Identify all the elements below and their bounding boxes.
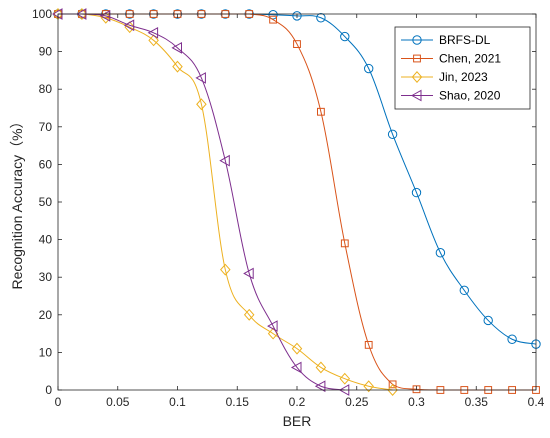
data-point [124,21,135,34]
legend-item: Shao, 2020 [401,89,501,103]
y-tick-label: 10 [39,345,53,359]
legend-label: BRFS-DL [439,33,491,47]
data-point [220,263,231,276]
y-tick-label: 0 [45,383,52,397]
y-tick-label: 60 [39,157,53,171]
data-point [293,40,301,48]
data-point [147,26,159,39]
data-point [100,11,112,24]
data-point [364,340,373,349]
data-point [317,107,325,116]
data-point [388,380,397,389]
data-point [459,285,469,296]
legend-item: BRFS-DL [401,33,491,47]
data-point [219,154,230,167]
x-axis-title: BER [283,413,312,429]
legend-marker [411,71,423,83]
data-point [290,361,302,374]
data-point [243,267,254,280]
data-point [316,13,326,23]
y-tick-label: 50 [39,195,53,209]
data-point [339,372,351,385]
x-tick-label: 0 [55,395,62,409]
y-tick-label: 20 [39,308,53,322]
y-tick-label: 30 [39,270,53,284]
data-point [364,63,374,74]
series-shao-2020 [51,8,350,396]
data-point [412,385,421,394]
data-point [315,361,327,374]
legend-marker [410,89,422,102]
data-point [340,239,349,248]
data-point [172,60,183,73]
x-tick-label: 0.05 [106,395,130,409]
data-point [363,380,374,393]
data-point [243,308,255,321]
legend-item: Chen, 2021 [401,52,501,66]
data-point [148,34,159,47]
data-point [314,380,326,393]
x-tick-label: 0.2 [289,395,306,409]
legend-marker [412,35,422,45]
legend-marker [413,54,421,63]
data-point [269,15,278,24]
data-point [171,41,182,54]
y-tick-label: 100 [32,7,52,21]
y-tick-label: 90 [39,45,53,59]
x-tick-label: 0.15 [226,395,250,409]
series-line [58,13,345,391]
data-point [507,334,517,344]
data-point [340,31,350,42]
x-tick-label: 0.25 [345,395,369,409]
data-point [123,19,135,32]
series-jin-2023 [52,8,398,396]
data-point [292,11,302,21]
data-point [267,320,278,332]
legend-label: Jin, 2023 [439,70,488,84]
series-line [58,13,393,391]
y-tick-label: 40 [39,233,53,247]
data-point [387,384,398,396]
data-point [387,129,398,140]
data-point [435,248,446,258]
data-point [268,10,278,20]
y-tick-label: 80 [39,82,53,96]
data-point [76,8,88,20]
data-point [411,187,422,198]
data-point [195,72,206,84]
data-point [483,315,493,326]
legend: BRFS-DL Chen, 2021 Jin, 2023 Shao, 2020 [394,26,531,110]
data-point [196,98,207,111]
axes-layer: 0 0.05 0.1 0.15 0.2 0.25 0.3 0.35 0.4 0 10 20 30 40 50… [32,7,545,409]
data-point [99,10,111,22]
x-tick-label: 0.1 [169,395,186,409]
x-tick-label: 0.4 [528,395,545,409]
y-tick-label: 70 [39,120,53,134]
legend-item: Jin, 2023 [401,70,488,84]
x-tick-label: 0.3 [408,395,425,409]
y-axis-title: Recognition Accuracy（%） [9,114,25,289]
x-tick-label: 0.35 [465,395,489,409]
legend-label: Chen, 2021 [439,52,501,66]
legend-label: Shao, 2020 [439,89,501,103]
data-point [291,342,303,355]
